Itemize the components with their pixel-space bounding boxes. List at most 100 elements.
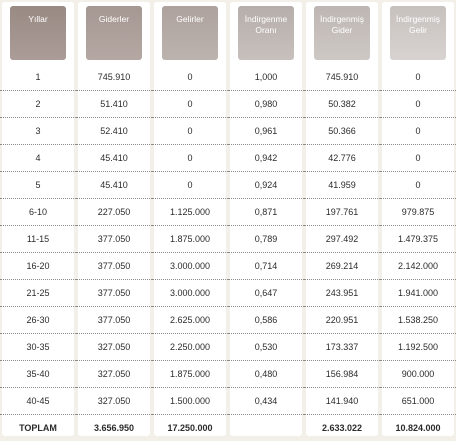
cell-discounted-expense: 50.366: [304, 118, 380, 145]
cell-revenues: 1.875.000: [152, 226, 228, 253]
cell-discounted-revenue: 0: [380, 172, 456, 199]
cell-expenses: 52.410: [76, 118, 152, 145]
cell-years: 35-40: [0, 361, 76, 388]
cell-expenses: 327.050: [76, 388, 152, 415]
header-discounted-revenue: İndirgenmiş Gelir: [390, 6, 446, 60]
cell-expenses: 327.050: [76, 334, 152, 361]
cell-discounted-expense: 297.492: [304, 226, 380, 253]
cell-discount-rate: 0,789: [228, 226, 304, 253]
total-discounted-revenue: 10.824.000: [380, 415, 456, 441]
cell-revenues: 2.625.000: [152, 307, 228, 334]
cell-discount-rate: 0,980: [228, 91, 304, 118]
cell-revenues: 2.250.000: [152, 334, 228, 361]
cell-discounted-revenue: 1.479.375: [380, 226, 456, 253]
cell-years: 11-15: [0, 226, 76, 253]
cell-discounted-expense: 42.776: [304, 145, 380, 172]
cell-discounted-expense: 41.959: [304, 172, 380, 199]
header-discount-rate: İndirgenme Oranı: [238, 6, 294, 60]
cell-revenues: 0: [152, 64, 228, 91]
cell-expenses: 51.410: [76, 91, 152, 118]
cell-discounted-expense: 141.940: [304, 388, 380, 415]
cell-discounted-expense: 243.951: [304, 280, 380, 307]
cell-expenses: 377.050: [76, 280, 152, 307]
cell-revenues: 0: [152, 118, 228, 145]
cell-discount-rate: 0,961: [228, 118, 304, 145]
cell-discounted-revenue: 1.192.500: [380, 334, 456, 361]
cell-years: 30-35: [0, 334, 76, 361]
cell-years: 4: [0, 145, 76, 172]
cell-discount-rate: 0,871: [228, 199, 304, 226]
cell-discount-rate: 0,586: [228, 307, 304, 334]
cell-years: 3: [0, 118, 76, 145]
cell-discounted-revenue: 651.000: [380, 388, 456, 415]
cell-discounted-revenue: 2.142.000: [380, 253, 456, 280]
cell-revenues: 3.000.000: [152, 253, 228, 280]
cell-discounted-expense: 173.337: [304, 334, 380, 361]
total-revenues: 17.250.000: [152, 415, 228, 441]
cell-discounted-expense: 50.382: [304, 91, 380, 118]
total-years: TOPLAM: [0, 415, 76, 441]
cell-discounted-expense: 745.910: [304, 64, 380, 91]
cell-discounted-expense: 220.951: [304, 307, 380, 334]
cell-years: 5: [0, 172, 76, 199]
cell-discount-rate: 0,480: [228, 361, 304, 388]
cell-discount-rate: 1,000: [228, 64, 304, 91]
cell-revenues: 1.500.000: [152, 388, 228, 415]
cell-revenues: 3.000.000: [152, 280, 228, 307]
cell-discounted-expense: 269.214: [304, 253, 380, 280]
header-expenses: Giderler: [86, 6, 142, 60]
cell-expenses: 227.050: [76, 199, 152, 226]
cell-years: 6-10: [0, 199, 76, 226]
cell-years: 21-25: [0, 280, 76, 307]
header-revenues: Gelirler: [162, 6, 218, 60]
total-discounted-expense: 2.633.022: [304, 415, 380, 441]
cell-discount-rate: 0,942: [228, 145, 304, 172]
header-years: Yıllar: [10, 6, 66, 60]
cell-expenses: 377.050: [76, 226, 152, 253]
cell-revenues: 1.875.000: [152, 361, 228, 388]
cell-discount-rate: 0,714: [228, 253, 304, 280]
cell-discount-rate: 0,924: [228, 172, 304, 199]
cell-expenses: 377.050: [76, 253, 152, 280]
header-discounted-expense: İndirgenmiş Gider: [314, 6, 370, 60]
cell-expenses: 45.410: [76, 145, 152, 172]
cell-revenues: 1.125.000: [152, 199, 228, 226]
cell-expenses: 745.910: [76, 64, 152, 91]
cell-years: 26-30: [0, 307, 76, 334]
cell-expenses: 327.050: [76, 361, 152, 388]
cell-revenues: 0: [152, 91, 228, 118]
cell-discounted-revenue: 979.875: [380, 199, 456, 226]
cell-years: 1: [0, 64, 76, 91]
cell-years: 16-20: [0, 253, 76, 280]
cell-discounted-revenue: 1.538.250: [380, 307, 456, 334]
cell-expenses: 377.050: [76, 307, 152, 334]
cell-discounted-expense: 197.761: [304, 199, 380, 226]
cell-discounted-revenue: 0: [380, 145, 456, 172]
cell-revenues: 0: [152, 145, 228, 172]
cell-discount-rate: 0,530: [228, 334, 304, 361]
total-expenses: 3.656.950: [76, 415, 152, 441]
total-discount-rate: [228, 415, 304, 441]
cell-discounted-revenue: 900.000: [380, 361, 456, 388]
cell-discounted-revenue: 0: [380, 91, 456, 118]
cell-years: 2: [0, 91, 76, 118]
cell-discount-rate: 0,434: [228, 388, 304, 415]
cell-discounted-revenue: 1.941.000: [380, 280, 456, 307]
cell-years: 40-45: [0, 388, 76, 415]
cell-discounted-expense: 156.984: [304, 361, 380, 388]
